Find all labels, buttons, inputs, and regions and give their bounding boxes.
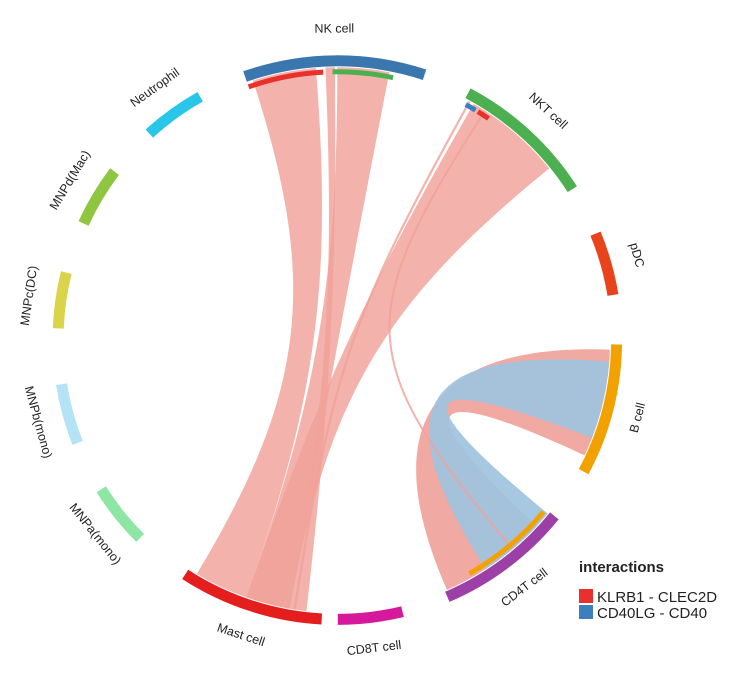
svg-text:MNPb(mono): MNPb(mono) [22, 384, 55, 459]
svg-text:B cell: B cell [627, 401, 648, 434]
svg-text:Neutrophil: Neutrophil [128, 65, 182, 110]
svg-text:CD4T cell: CD4T cell [498, 565, 550, 609]
svg-text:KLRB1 - CLEC2D: KLRB1 - CLEC2D [597, 589, 717, 606]
svg-text:interactions: interactions [579, 559, 664, 576]
svg-text:CD8T cell: CD8T cell [346, 638, 402, 658]
svg-text:pDC: pDC [627, 241, 647, 269]
svg-text:MNPc(DC): MNPc(DC) [18, 265, 40, 327]
svg-text:MNPd(Mac): MNPd(Mac) [47, 148, 93, 212]
svg-text:Mast cell: Mast cell [215, 621, 266, 650]
svg-text:NK cell: NK cell [314, 21, 354, 35]
svg-text:CD40LG - CD40: CD40LG - CD40 [597, 605, 707, 622]
svg-text:NKT cell: NKT cell [526, 90, 570, 132]
